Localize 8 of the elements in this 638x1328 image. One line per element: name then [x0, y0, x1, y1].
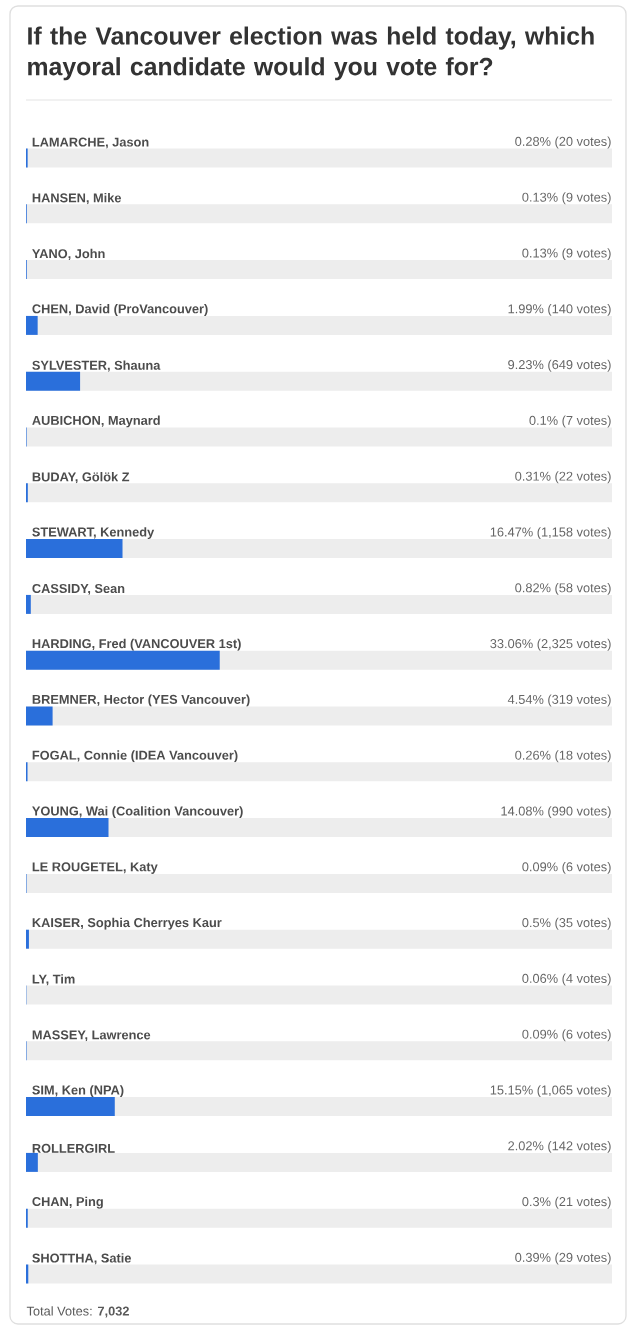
bar [26, 539, 123, 559]
bar [26, 1097, 115, 1117]
bar [26, 706, 53, 726]
chart-title: If the Vancouver election was held today, which mayoral candidate would you vote for? [28, 26, 594, 81]
bar [26, 371, 81, 391]
bar [26, 1152, 38, 1172]
bar [26, 818, 109, 838]
bar [26, 315, 38, 335]
